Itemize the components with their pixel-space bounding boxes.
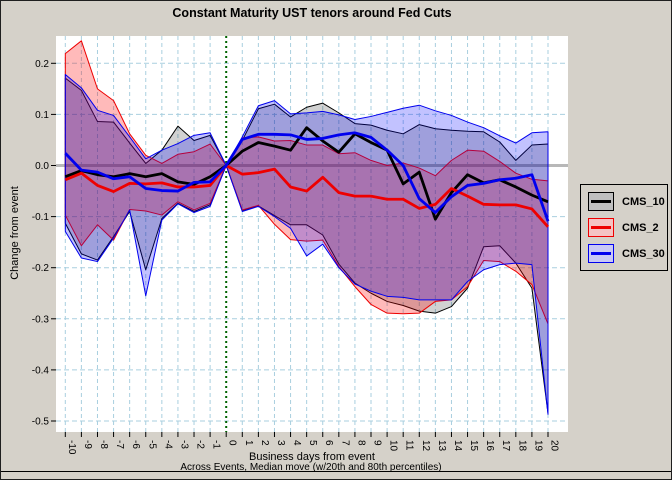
legend-item-cms2: CMS_2 (581, 218, 667, 237)
svg-text:-3: -3 (178, 440, 189, 449)
svg-text:6: 6 (323, 440, 334, 446)
svg-text:19: 19 (532, 440, 543, 452)
x-axis-sublabel: Across Events, Median move (w/20th and 8… (180, 462, 442, 473)
svg-text:-1: -1 (211, 440, 222, 449)
chart-title: Constant Maturity UST tenors around Fed … (172, 6, 452, 20)
svg-text:10: 10 (388, 440, 399, 452)
svg-text:13: 13 (436, 440, 447, 452)
svg-text:7: 7 (339, 440, 350, 446)
svg-text:9: 9 (372, 440, 383, 446)
svg-text:-0.4: -0.4 (32, 365, 50, 376)
svg-text:-0.5: -0.5 (32, 417, 50, 428)
svg-text:-0.3: -0.3 (32, 314, 50, 325)
legend-label-cms10: CMS_10 (622, 195, 665, 208)
svg-text:0.1: 0.1 (35, 110, 49, 121)
svg-text:20: 20 (549, 440, 560, 452)
svg-text:16: 16 (484, 440, 495, 452)
x-axis-label: Business days from event (249, 451, 375, 463)
window-bottom-edge (1, 471, 671, 472)
legend-box: CMS_10 CMS_2 CMS_30 (580, 184, 668, 271)
svg-text:1: 1 (243, 440, 254, 446)
svg-text:2: 2 (259, 440, 270, 446)
svg-text:-7: -7 (114, 440, 125, 449)
svg-text:18: 18 (516, 440, 527, 452)
legend-swatch-cms30 (588, 244, 614, 263)
svg-text:-0.2: -0.2 (32, 263, 50, 274)
legend-line-cms10 (591, 200, 611, 203)
svg-text:0.0: 0.0 (35, 161, 49, 172)
svg-text:3: 3 (275, 440, 286, 446)
svg-text:-10: -10 (66, 440, 77, 455)
legend-line-cms2 (591, 226, 611, 229)
legend-item-cms30: CMS_30 (581, 244, 667, 263)
legend-label-cms30: CMS_30 (622, 247, 665, 260)
svg-text:0.2: 0.2 (35, 59, 49, 70)
svg-text:5: 5 (307, 440, 318, 446)
svg-text:8: 8 (355, 440, 366, 446)
legend-label-cms2: CMS_2 (622, 221, 659, 234)
legend-item-cms10: CMS_10 (581, 192, 667, 211)
svg-text:-2: -2 (195, 440, 206, 449)
svg-text:-0.1: -0.1 (32, 212, 50, 223)
svg-text:-9: -9 (82, 440, 93, 449)
legend-swatch-cms10 (588, 192, 614, 211)
svg-text:17: 17 (500, 440, 511, 452)
svg-text:4: 4 (291, 440, 302, 446)
svg-text:11: 11 (404, 440, 415, 451)
svg-text:-8: -8 (98, 440, 109, 449)
svg-text:-6: -6 (130, 440, 141, 449)
svg-text:-4: -4 (162, 440, 173, 449)
svg-text:15: 15 (468, 440, 479, 452)
legend-line-cms30 (591, 252, 611, 255)
svg-text:-5: -5 (146, 440, 157, 449)
svg-text:12: 12 (420, 440, 431, 452)
legend-swatch-cms2 (588, 218, 614, 237)
svg-text:0: 0 (227, 440, 238, 446)
y-axis-label: Change from event (9, 186, 21, 280)
svg-text:14: 14 (452, 440, 463, 452)
